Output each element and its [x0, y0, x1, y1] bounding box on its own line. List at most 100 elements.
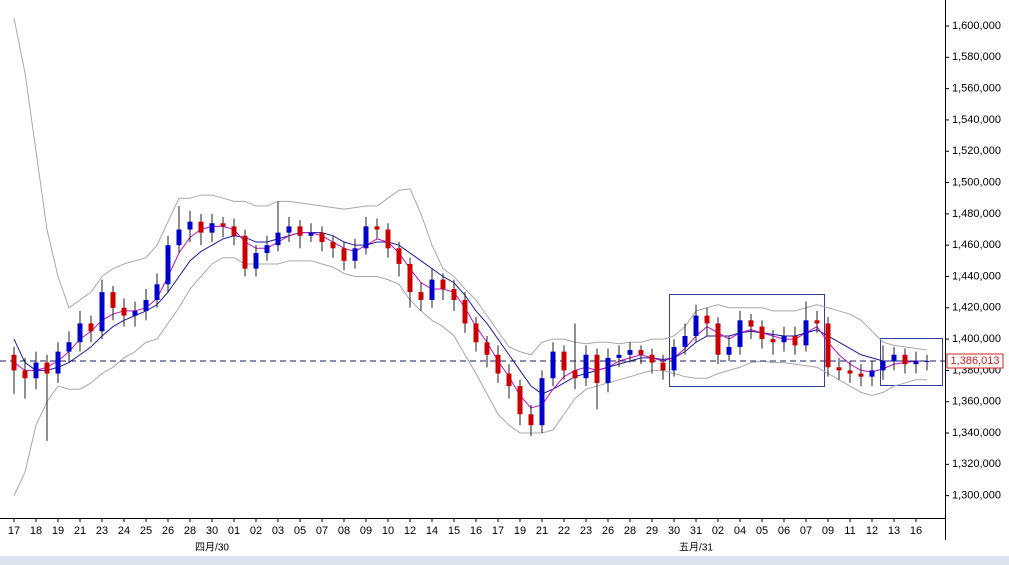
- candle-body: [506, 373, 512, 387]
- candle-body: [286, 226, 292, 233]
- candle-body: [627, 350, 633, 355]
- candle-body: [198, 221, 204, 233]
- candle-body: [484, 342, 490, 355]
- candle-body: [418, 292, 424, 300]
- candle-body: [682, 335, 688, 347]
- candle-body: [352, 248, 358, 261]
- candle-body: [814, 320, 820, 324]
- indicator-line: [13, 18, 928, 356]
- candle-body: [66, 342, 72, 352]
- x-tick-label: 07: [800, 525, 812, 537]
- candle-body: [77, 323, 83, 343]
- highlight-box: [669, 294, 825, 387]
- candle-body: [275, 232, 281, 246]
- x-tick-label: 11: [844, 525, 855, 537]
- candle-body: [528, 414, 534, 426]
- candle-body: [242, 235, 248, 269]
- x-tick-label: 30: [668, 525, 680, 537]
- candle-body: [154, 284, 160, 300]
- candle-body: [737, 320, 743, 347]
- y-tick-label: 1,500,000: [952, 176, 1001, 188]
- x-tick-label: 15: [448, 525, 460, 537]
- x-tick-label: 22: [558, 525, 570, 537]
- candle-body: [605, 357, 611, 383]
- month-label: 四月/30: [195, 542, 229, 554]
- y-tick-label: 1,560,000: [952, 83, 1001, 95]
- x-tick-label: 16: [470, 525, 482, 537]
- x-tick-label: 23: [96, 525, 108, 537]
- candle-body: [572, 370, 578, 379]
- candle-body: [231, 226, 237, 236]
- x-tick-label: 23: [580, 525, 592, 537]
- x-tick-label: 28: [624, 525, 636, 537]
- x-tick-label: 09: [360, 525, 372, 537]
- x-tick-label: 17: [8, 525, 20, 537]
- x-tick-label: 01: [228, 525, 240, 537]
- x-tick-label: 02: [250, 525, 262, 537]
- x-tick-label: 17: [492, 525, 504, 537]
- y-tick-label: 1,600,000: [952, 20, 1001, 32]
- indicator-line: [13, 232, 927, 395]
- candle-body: [715, 323, 721, 355]
- candle-body: [22, 370, 28, 379]
- y-tick-label: 1,460,000: [952, 239, 1001, 251]
- candle-body: [385, 229, 391, 249]
- month-label: 五月/31: [679, 542, 713, 554]
- candle-body: [451, 289, 457, 300]
- candle-body: [770, 339, 776, 343]
- candle-body: [836, 367, 842, 371]
- x-tick-label: 16: [910, 525, 922, 537]
- indicator-line: [13, 257, 927, 496]
- candle-body: [330, 242, 336, 249]
- candle-body: [209, 223, 215, 233]
- candle-body: [308, 232, 314, 236]
- candle-body: [726, 346, 732, 355]
- candle-body: [517, 386, 523, 415]
- candle-body: [11, 354, 17, 371]
- candle-body: [649, 354, 655, 363]
- candle-body: [33, 362, 39, 379]
- candle-body: [704, 315, 710, 324]
- candle-body: [99, 292, 105, 332]
- x-tick-label: 09: [822, 525, 834, 537]
- candle-body: [143, 299, 149, 311]
- x-tick-label: 12: [404, 525, 416, 537]
- x-tick-label: 30: [206, 525, 218, 537]
- last-price-label: 1,386,013: [951, 355, 1000, 367]
- candle-body: [55, 351, 61, 374]
- x-tick-label: 05: [294, 525, 306, 537]
- candle-body: [858, 373, 864, 377]
- candle-body: [803, 320, 809, 346]
- candle-body: [429, 279, 435, 300]
- candle-body: [616, 354, 622, 358]
- candle-body: [253, 252, 259, 269]
- x-tick-label: 31: [690, 525, 702, 537]
- candle-body: [638, 350, 644, 355]
- y-tick-label: 1,480,000: [952, 208, 1001, 220]
- candle-body: [891, 354, 897, 362]
- y-tick-label: 1,360,000: [952, 396, 1001, 408]
- y-tick-label: 1,580,000: [952, 51, 1001, 63]
- candle-body: [924, 360, 930, 362]
- x-tick-label: 21: [74, 525, 86, 537]
- candle-body: [220, 223, 226, 227]
- y-tick-label: 1,540,000: [952, 114, 1001, 126]
- candle-body: [88, 323, 94, 332]
- x-tick-label: 14: [426, 525, 438, 537]
- x-tick-label: 24: [118, 525, 130, 537]
- x-tick-label: 25: [140, 525, 152, 537]
- x-tick-label: 08: [338, 525, 350, 537]
- candle-body: [110, 292, 116, 308]
- x-tick-label: 07: [316, 525, 328, 537]
- scrollbar[interactable]: [0, 556, 1009, 565]
- candle-body: [693, 315, 699, 336]
- candle-body: [561, 351, 567, 371]
- candle-body: [748, 320, 754, 327]
- candle-body: [847, 370, 853, 374]
- candle-body: [913, 361, 919, 365]
- candle-body: [374, 226, 380, 230]
- candle-body: [880, 361, 886, 371]
- candle-body: [825, 323, 831, 368]
